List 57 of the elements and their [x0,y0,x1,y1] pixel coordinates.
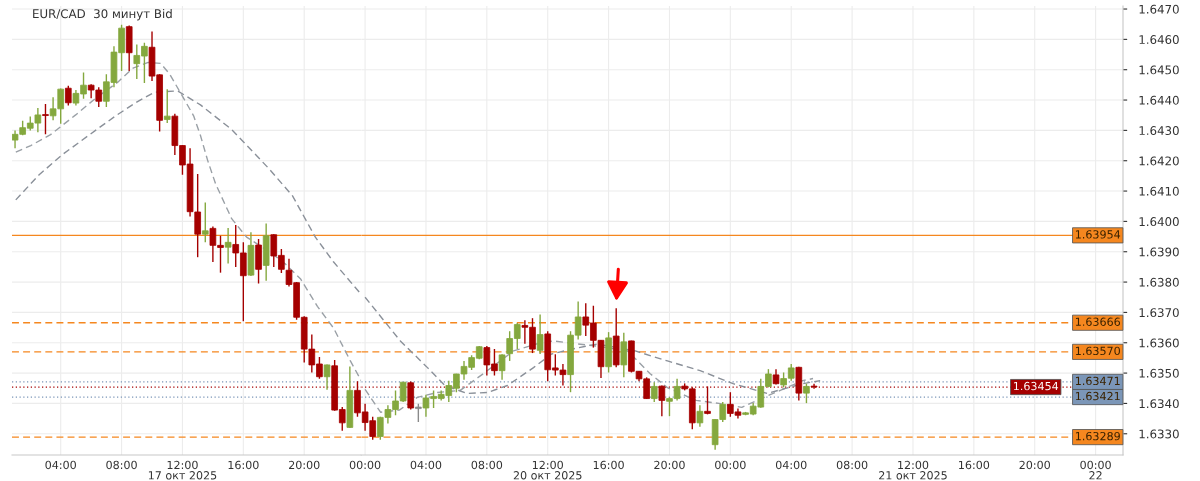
ref-line-label: 1.63954 [1075,230,1121,239]
x-tick-label: 08:00 [471,460,503,470]
x-tick-label: 16:00 [228,460,259,470]
x-tick-label: 08:00 [106,460,137,470]
y-tick-label: 1.6470 [1139,4,1179,14]
y-tick-label: 1.6450 [1139,65,1179,75]
candlestick [65,85,72,107]
ref-line-label: 1.63471 [1075,376,1120,386]
candlestick [323,363,331,391]
candlestick [163,88,171,124]
candlestick [620,332,628,379]
y-tick-label: 1.6410 [1139,186,1179,196]
x-tick-label: 12:00 21 окт 2025 [879,460,947,480]
candlestick [803,383,810,404]
y-tick-label: 1.6460 [1139,35,1179,45]
x-tick-label: 20:00 [289,460,320,470]
x-tick-label: 12:00 17 окт 2025 [148,460,217,480]
ref-line-label: 1.63570 [1075,346,1120,356]
x-tick-label: 16:00 [959,460,990,470]
x-tick-label: 08:00 [836,460,868,470]
y-tick-label: 1.6370 [1139,308,1179,318]
candlestick [201,201,209,244]
x-tick-label: 20:00 [654,460,685,470]
ref-line-label: 1.63666 [1075,317,1121,326]
y-tick-label: 1.6420 [1139,156,1179,166]
candlestick [415,403,422,423]
candlestick [658,384,666,417]
x-tick-label: 16:00 [593,460,624,470]
candlestick [704,385,711,416]
candlestick [650,381,658,403]
x-tick-label: 04:00 [410,460,442,470]
x-tick-label: 04:00 [45,460,76,470]
x-tick-label: 04:00 [775,460,807,470]
x-tick-label: 00:00 22 [1080,460,1111,480]
ref-line-label: 1.63421 [1075,391,1120,401]
y-tick-label: 1.6330 [1139,429,1179,439]
candlestick [224,227,232,265]
candlestick [42,103,49,136]
y-tick-label: 1.6350 [1139,368,1179,378]
y-tick-label: 1.6340 [1139,399,1179,409]
line-series [364,296,821,395]
x-tick-label: 00:00 [349,460,381,470]
candlestick [498,353,506,381]
y-tick-label: 1.6390 [1139,247,1179,257]
ref-line-label: 1.63289 [1075,431,1120,441]
y-tick-label: 1.6380 [1139,277,1179,287]
candlestick [536,313,544,355]
x-tick-label: 12:00 20 окт 2025 [513,460,582,480]
y-tick-label: 1.6400 [1139,217,1179,227]
ref-line-label: 1.63454 [1013,381,1059,391]
x-tick-label: 20:00 [1019,460,1050,470]
y-tick-label: 1.6360 [1139,338,1179,348]
y-tick-label: 1.6440 [1139,95,1179,105]
x-tick-label: 00:00 [715,460,746,470]
candlestick [696,404,704,428]
y-tick-label: 1.6430 [1139,126,1179,136]
chart-title: EUR/CAD 30 минут Bid [33,9,172,21]
